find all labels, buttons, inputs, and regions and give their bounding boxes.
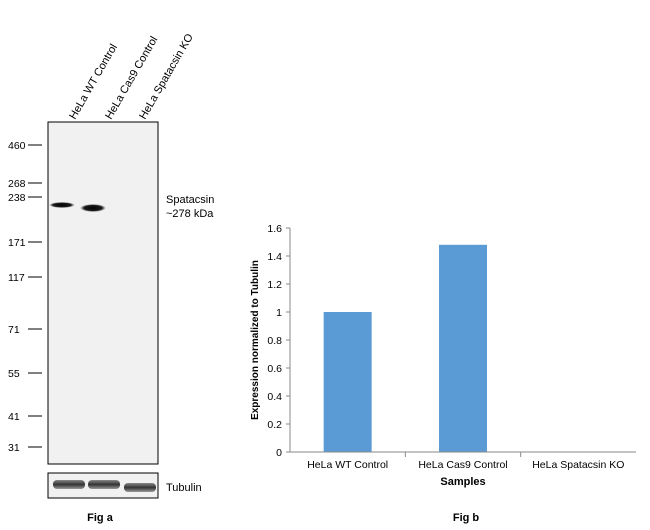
spatacsin-band-lane-2 (80, 204, 106, 212)
y-tick-label: 0.6 (267, 363, 282, 375)
bar-2 (439, 244, 487, 452)
marker-label-171: 171 (8, 237, 26, 249)
blot-membrane (47, 121, 159, 465)
spatacsin-bands (49, 202, 106, 212)
y-tick-label: 0.4 (267, 391, 282, 403)
y-tick-label: 0.2 (267, 419, 282, 431)
caption-fig-b: Fig b (453, 512, 480, 524)
tubulin-bands (53, 480, 156, 492)
band-label-size: ~278 kDa (166, 208, 214, 220)
tubulin-label: Tubulin (166, 482, 202, 494)
y-tick-label: 1 (276, 307, 282, 319)
bar-series (323, 244, 487, 452)
y-axis-title: Expression normalized to Tubulin (250, 260, 261, 420)
marker-label-117: 117 (8, 272, 25, 284)
marker-label-268: 268 (8, 178, 26, 190)
marker-label-238: 238 (8, 192, 26, 204)
tubulin-band-lane-3 (124, 483, 156, 492)
marker-label-41: 41 (8, 411, 20, 423)
marker-label-55: 55 (8, 368, 20, 380)
x-tick-label: HeLa Spatacsin KO (532, 459, 624, 471)
y-tick-label: 1.6 (267, 223, 282, 235)
marker-label-31: 31 (8, 442, 20, 454)
y-tick-label: 1.4 (267, 251, 282, 263)
x-axis: HeLa WT Control HeLa Cas9 Control HeLa Spa… (290, 451, 636, 471)
band-label-name: Spatacsin (166, 194, 214, 206)
tubulin-band-lane-1 (53, 480, 85, 489)
x-tick-label: HeLa Cas9 Control (418, 459, 507, 471)
y-axis: 0 0.2 0.4 0.6 0.8 1 1.2 1.4 1.6 (267, 223, 291, 459)
y-tick-label: 1.2 (267, 279, 282, 291)
marker-label-460: 460 (8, 140, 26, 152)
spatacsin-band-lane-1 (49, 202, 75, 208)
x-tick-label: HeLa WT Control (307, 459, 388, 471)
bar-1 (323, 312, 372, 452)
mw-marker-ladder: 460 268 238 171 117 71 55 41 31 (8, 140, 42, 454)
caption-fig-a: Fig a (87, 512, 114, 524)
x-axis-title: Samples (440, 476, 485, 488)
western-blot-panel: HeLa WT Control HeLa Cas9 Control HeLa S… (8, 31, 214, 524)
y-tick-label: 0.8 (267, 335, 282, 347)
marker-label-71: 71 (8, 324, 20, 336)
y-tick-label: 0 (276, 447, 282, 459)
bar-chart-panel: 00.20.40.60.811.21.41.6 HeLa WT Control H… (250, 223, 636, 524)
tubulin-band-lane-2 (88, 480, 120, 489)
